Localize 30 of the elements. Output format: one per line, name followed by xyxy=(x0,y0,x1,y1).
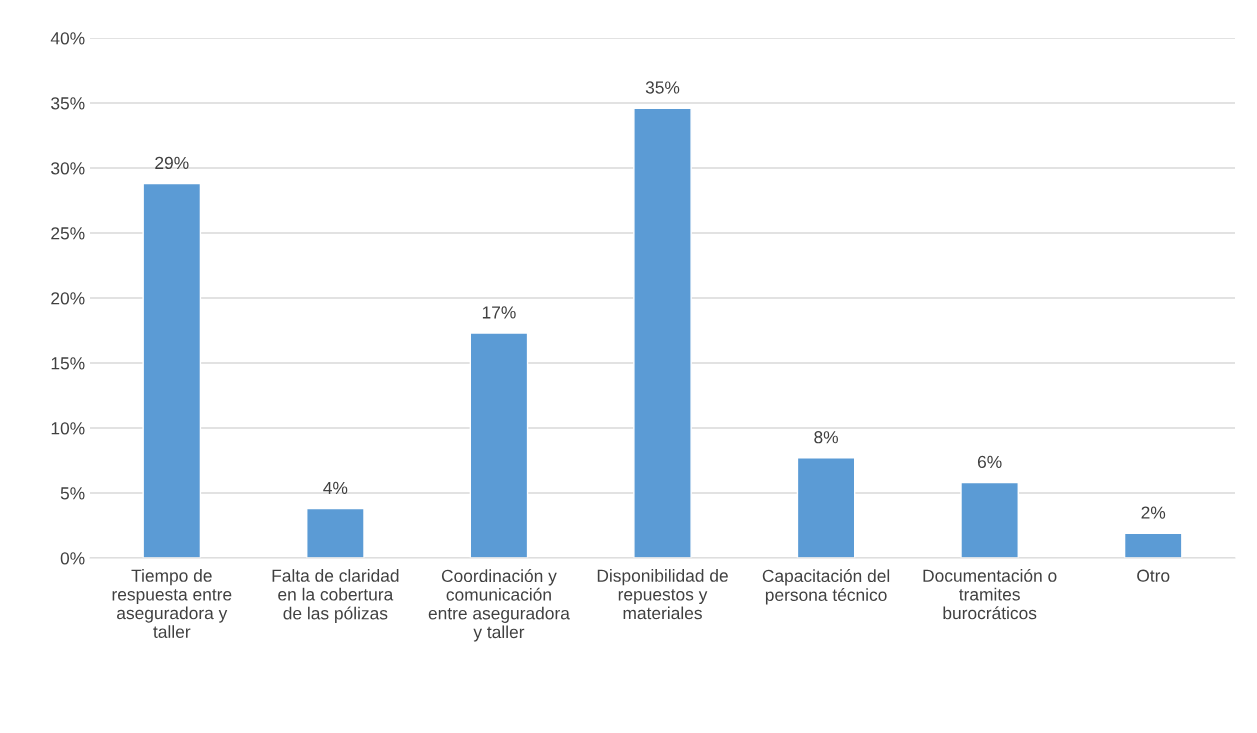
data-label: 35% xyxy=(645,81,680,94)
data-label: 8% xyxy=(814,431,838,444)
bar xyxy=(469,332,529,558)
x-tick-label: Tiempo de respuesta entre aseguradora y taller xyxy=(112,569,232,638)
x-tick-label: Otro xyxy=(1137,569,1170,582)
x-tick-label: Documentación o tramites burocráticos xyxy=(923,568,1057,620)
data-label: 29% xyxy=(155,156,189,170)
y-tick-label: 5% xyxy=(60,487,85,500)
x-tick-label: Coordinación y comunicación entre aseguradora y taller xyxy=(428,569,570,642)
bar xyxy=(142,182,202,558)
x-tick-label: Disponibilidad de repuestos y materiales xyxy=(597,569,728,620)
bar xyxy=(796,457,856,558)
data-label: 4% xyxy=(323,481,348,494)
y-tick-label: 10% xyxy=(51,422,85,435)
y-tick-label: 35% xyxy=(51,97,85,110)
data-label: 17% xyxy=(482,306,516,319)
y-tick-label: 15% xyxy=(51,357,85,370)
y-tick-label: 30% xyxy=(51,162,85,175)
bar xyxy=(306,507,365,558)
bar xyxy=(633,107,692,558)
x-tick-label: Capacitación del persona técnico xyxy=(762,569,890,605)
data-label: 2% xyxy=(1141,506,1166,519)
bar xyxy=(1123,532,1183,558)
data-label: 6% xyxy=(977,455,1002,469)
y-tick-label: 0% xyxy=(60,552,85,565)
y-tick-label: 25% xyxy=(51,227,85,240)
bar xyxy=(960,481,1019,558)
x-tick-label: Falta de claridad en la cobertura de las pólizas xyxy=(272,569,399,623)
y-tick-label: 20% xyxy=(51,292,85,305)
y-tick-label: 40% xyxy=(50,32,85,45)
